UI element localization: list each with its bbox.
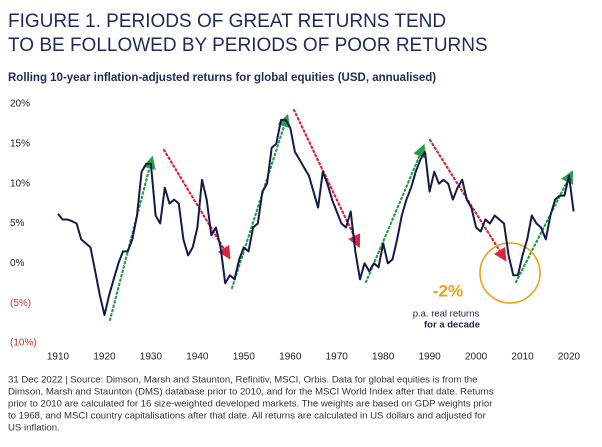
x-tick-label: 1970: [326, 352, 349, 363]
up-arrow: [108, 155, 156, 322]
x-tick-label: 1980: [372, 352, 395, 363]
x-tick-label: 1940: [186, 352, 209, 363]
footnote: Dimson, Marsh and Staunton (DMS) databas…: [8, 387, 494, 398]
up-arrow: [364, 143, 426, 284]
down-arrow: [162, 148, 231, 260]
x-tick-label: 1920: [93, 352, 116, 363]
x-tick-label: 1910: [47, 352, 70, 363]
chart-title: TO BE FOLLOWED BY PERIODS OF POOR RETURN…: [8, 35, 488, 56]
footnote: 31 Dec 2022 | Source: Dimson, Marsh and …: [8, 375, 477, 386]
annotation-value: -2%: [433, 281, 463, 300]
trend-arrows: [108, 108, 573, 322]
x-tick-label: 1990: [419, 352, 442, 363]
footnote: prior to 2010 are calculated for 16 size…: [8, 399, 493, 410]
footnote: to 1968, and MSCI country capitalisation…: [8, 411, 487, 422]
y-tick-label: 0%: [10, 258, 25, 269]
y-tick-label: 5%: [10, 218, 25, 229]
data-line: [57, 118, 575, 317]
up-arrow: [514, 170, 573, 284]
up-arrow: [230, 113, 291, 290]
highlight-circle: [479, 242, 541, 304]
y-tick-label: (5%): [10, 298, 31, 309]
x-tick-label: 2020: [558, 352, 581, 363]
y-tick-label: 10%: [10, 178, 30, 189]
annotation-text: for a decade: [424, 320, 480, 331]
x-tick-label: 2010: [511, 352, 534, 363]
footnote: US inflation.: [8, 423, 60, 434]
x-tick-label: 2000: [465, 352, 488, 363]
chart-subtitle: Rolling 10-year inflation-adjusted retur…: [8, 72, 436, 84]
y-tick-label: 20%: [10, 99, 30, 110]
y-tick-label: 15%: [10, 138, 30, 149]
x-tick-label: 1960: [279, 352, 302, 363]
x-tick-label: 1950: [233, 352, 256, 363]
x-tick-label: 1930: [140, 352, 163, 363]
y-tick-label: (10%): [10, 338, 37, 349]
annotation-text: p.a. real returns: [413, 309, 480, 320]
chart-title: FIGURE 1. PERIODS OF GREAT RETURNS TEND: [8, 11, 446, 32]
